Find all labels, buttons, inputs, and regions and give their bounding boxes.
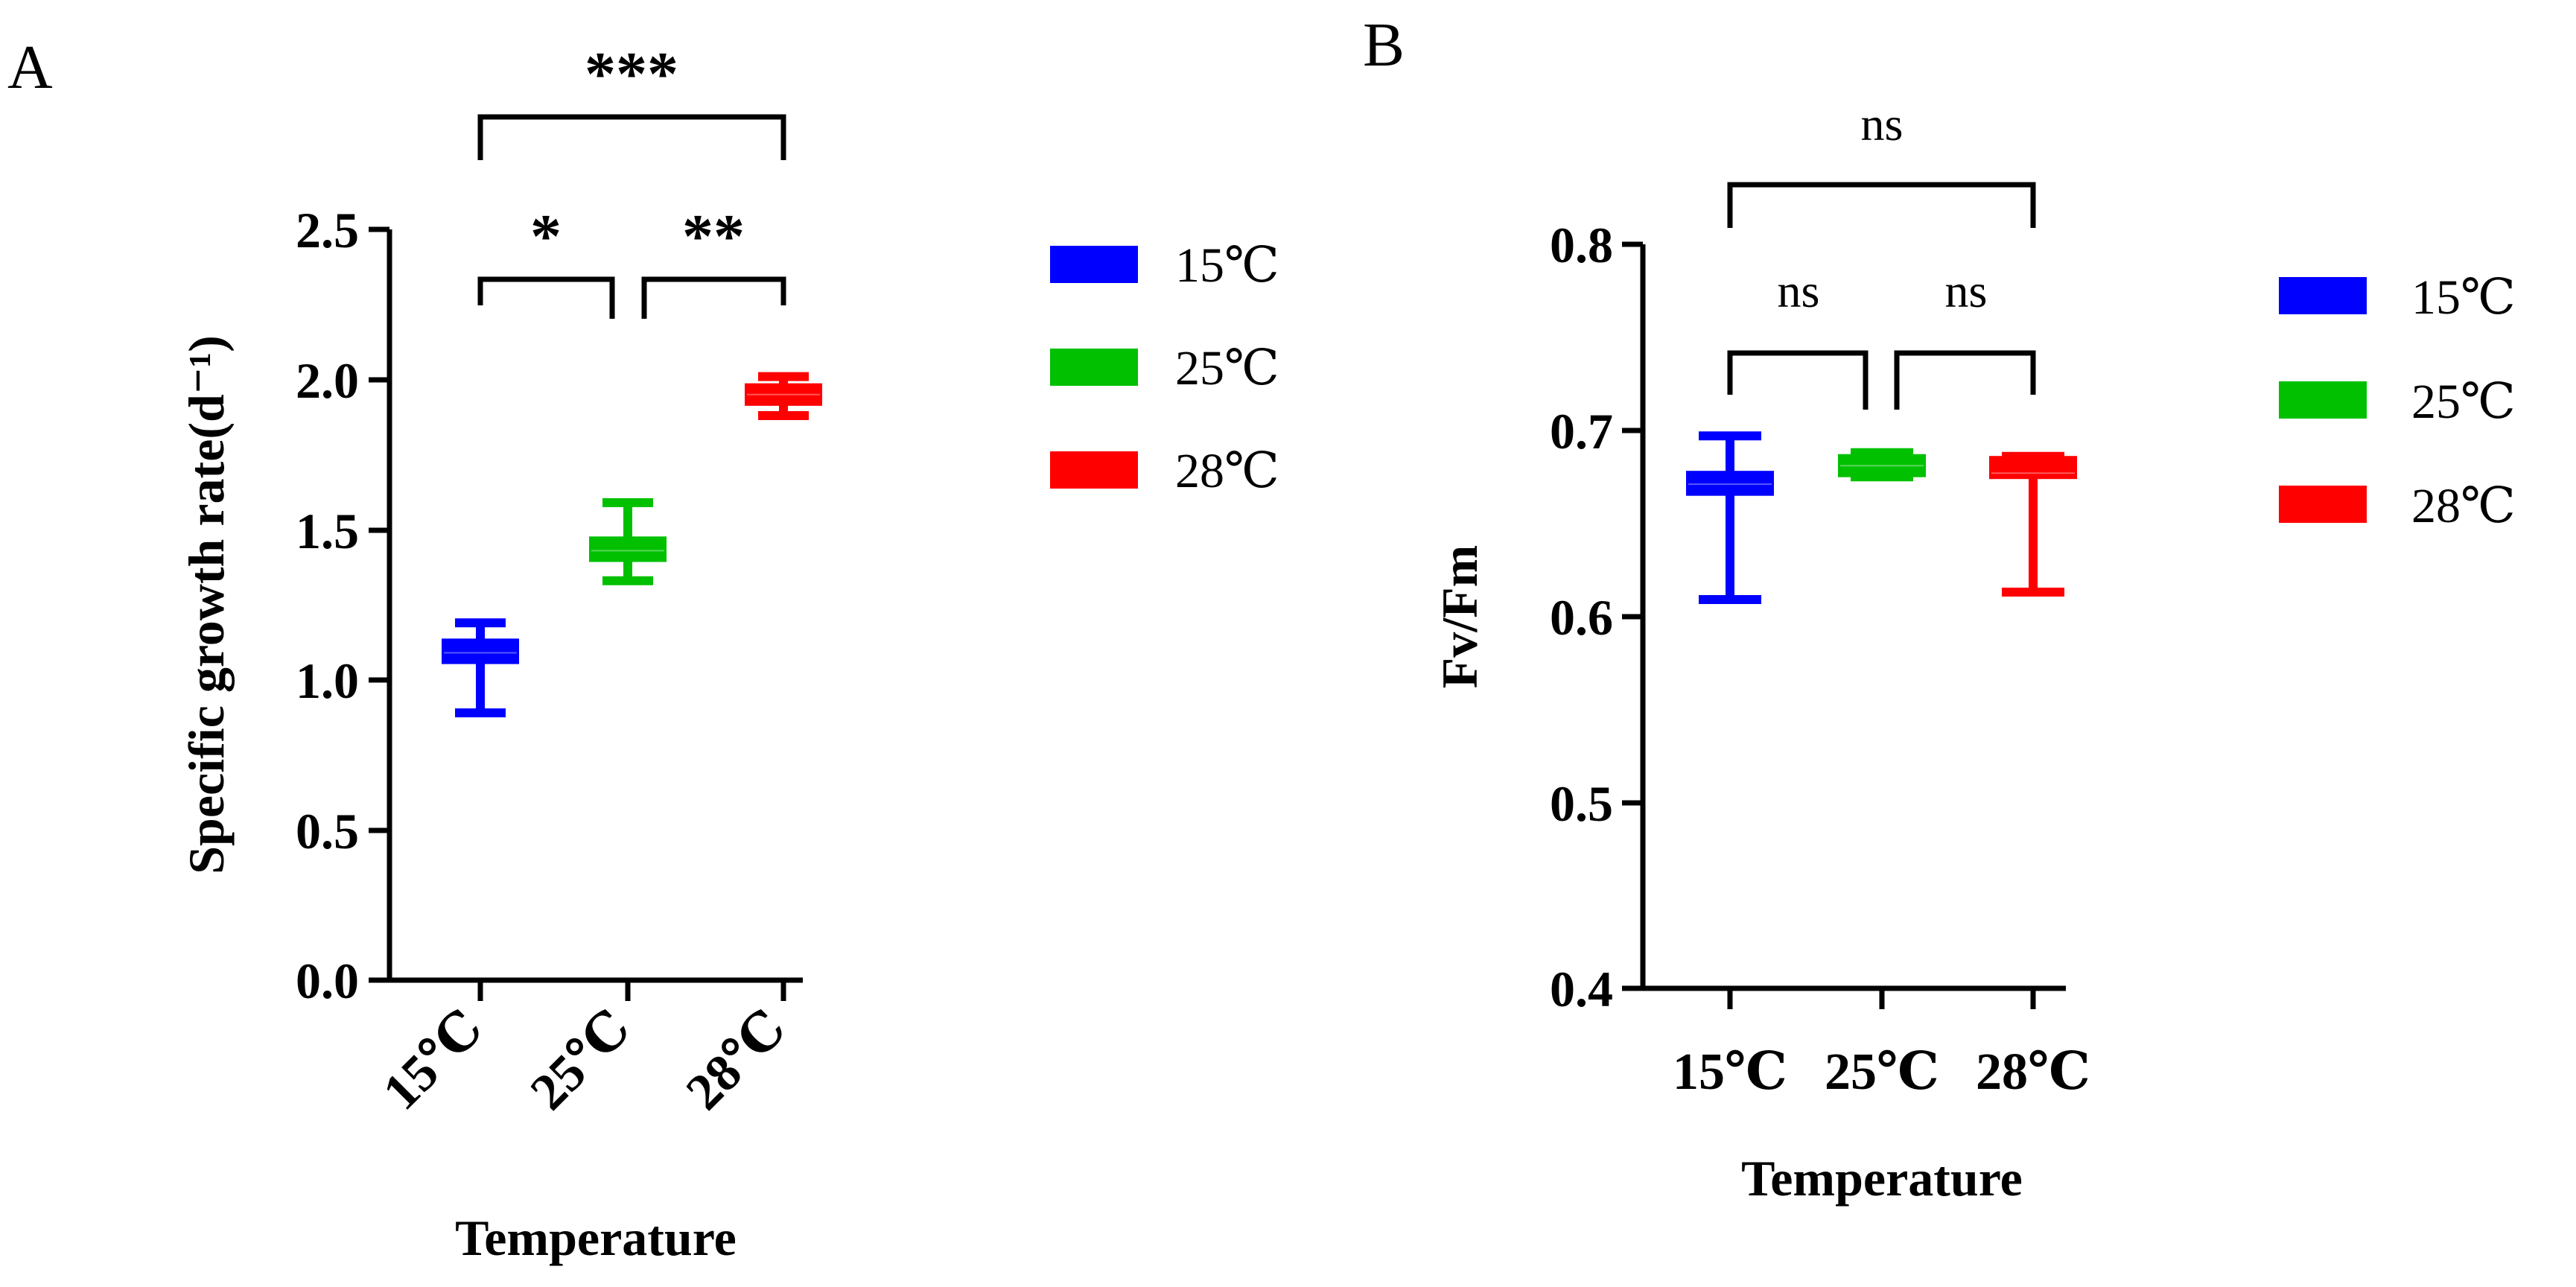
panel-b-y-tick-label-0: 0.4 — [1550, 961, 1613, 1017]
panel-a-bracket-25c-28c — [641, 276, 786, 319]
panel-a-bracket-15c-25c — [477, 276, 615, 319]
panel-a-legend-swatch-15c — [1050, 246, 1138, 283]
panel-b-significance: ns ns ns — [1727, 98, 2036, 410]
panel-a-box-25c-iqr — [589, 536, 667, 562]
panel-a-legend-label-15c: 15℃ — [1175, 238, 1279, 293]
panel-b-x-tick-label-2: 28℃ — [1976, 1043, 2090, 1101]
panel-b-bracket-25c-28c — [1894, 350, 2036, 410]
panel-a-box-28c — [745, 372, 822, 420]
panel-b-x-axis-title: Temperature — [1741, 1150, 2023, 1207]
panel-a-x-tick-label-1: 25℃ — [520, 1000, 641, 1121]
panel-b-x-tick-label-0: 15℃ — [1673, 1043, 1787, 1101]
panel-b-y-ticks — [1622, 241, 1643, 991]
panel-b-box-25c — [1838, 448, 1926, 482]
panel-a-y-tick-label-1: 0.5 — [296, 803, 359, 859]
panel-b-box-28c-iqr — [1989, 456, 2077, 480]
panel-b-letter: B — [1363, 10, 1405, 80]
panel-a-box-28c-iqr — [745, 383, 822, 406]
panel-a-box-15c-iqr — [442, 638, 519, 664]
panel-b-bracket-15c-25c — [1727, 350, 1869, 410]
panel-b-box-15c-iqr — [1686, 471, 1774, 496]
panel-b-y-tick-label-2: 0.6 — [1550, 589, 1613, 646]
panel-b-legend: 15℃ 25℃ 28℃ — [2279, 270, 2516, 533]
panel-a-y-axis-title: Specific growth rate(d⁻¹) — [178, 335, 235, 874]
panel-b-box-28c — [1989, 451, 2077, 597]
panel-a: A 0.0 0.5 1.0 1.5 2.0 2.5 15℃ — [7, 33, 1279, 1266]
panel-a-x-tick-labels: 15℃ 25℃ 28℃ — [372, 1000, 797, 1121]
panel-b-legend-swatch-28c — [2279, 486, 2367, 523]
panel-b-x-ticks — [1727, 988, 2036, 1009]
panel-a-y-tick-labels: 0.0 0.5 1.0 1.5 2.0 2.5 — [296, 202, 359, 1009]
panel-b-sig-label-15c-28c: ns — [1861, 98, 1904, 150]
panel-a-x-tick-label-2: 28℃ — [675, 1000, 797, 1121]
panel-a-legend-label-25c: 25℃ — [1175, 341, 1279, 395]
panel-b-legend-swatch-25c — [2279, 381, 2367, 419]
panel-b-box-25c-iqr — [1838, 454, 1926, 477]
panel-b-sig-label-15c-25c: ns — [1778, 264, 1820, 317]
panel-b-legend-swatch-15c — [2279, 277, 2367, 314]
panel-b-x-tick-labels: 15℃ 25℃ 28℃ — [1673, 1043, 2090, 1101]
panel-a-x-axis-title: Temperature — [455, 1210, 737, 1266]
panel-b-x-tick-label-1: 25℃ — [1825, 1043, 1939, 1101]
panel-b-y-tick-labels: 0.4 0.5 0.6 0.7 0.8 — [1550, 217, 1613, 1017]
panel-b-y-axis-title: Fv/Fm — [1431, 545, 1488, 689]
panel-a-box-15c — [442, 618, 519, 718]
panel-a-y-tick-label-4: 2.0 — [296, 352, 359, 409]
panel-a-significance: *** * ** — [477, 39, 786, 319]
panel-a-x-ticks — [477, 980, 786, 1001]
panel-a-x-tick-label-0: 15℃ — [372, 1000, 494, 1121]
panel-a-y-tick-label-2: 1.0 — [296, 652, 359, 709]
panel-a-bracket-15c-28c — [477, 114, 786, 160]
panel-a-legend-swatch-28c — [1050, 451, 1138, 489]
panel-a-sig-label-25c-28c: ** — [682, 202, 745, 271]
panel-b-legend-label-25c: 25℃ — [2411, 375, 2516, 429]
panel-a-y-ticks — [369, 226, 389, 983]
panel-a-y-tick-label-5: 2.5 — [296, 202, 359, 258]
panel-b: B 0.4 0.5 0.6 0.7 0.8 15℃ 25℃ 28℃ — [1363, 10, 2516, 1207]
panel-b-legend-label-15c: 15℃ — [2411, 270, 2516, 325]
panel-a-legend-swatch-25c — [1050, 349, 1138, 386]
panel-b-y-tick-label-1: 0.5 — [1550, 775, 1613, 832]
panel-a-sig-label-15c-25c: * — [530, 202, 562, 271]
panel-b-y-tick-label-3: 0.7 — [1550, 403, 1613, 460]
panel-a-letter: A — [7, 33, 53, 102]
panel-a-legend: 15℃ 25℃ 28℃ — [1050, 238, 1279, 498]
panel-a-y-tick-label-3: 1.5 — [296, 503, 359, 559]
panel-b-box-15c — [1686, 431, 1774, 605]
panel-b-bracket-15c-28c — [1727, 182, 2036, 228]
panel-a-box-25c — [589, 498, 667, 585]
panel-b-sig-label-25c-28c: ns — [1945, 264, 1988, 317]
panel-a-y-tick-label-0: 0.0 — [296, 953, 359, 1009]
panel-a-legend-label-28c: 28℃ — [1175, 444, 1279, 498]
panel-b-y-tick-label-4: 0.8 — [1550, 217, 1613, 273]
panel-b-legend-label-28c: 28℃ — [2411, 479, 2516, 533]
panel-a-sig-label-15c-28c: *** — [585, 39, 678, 109]
